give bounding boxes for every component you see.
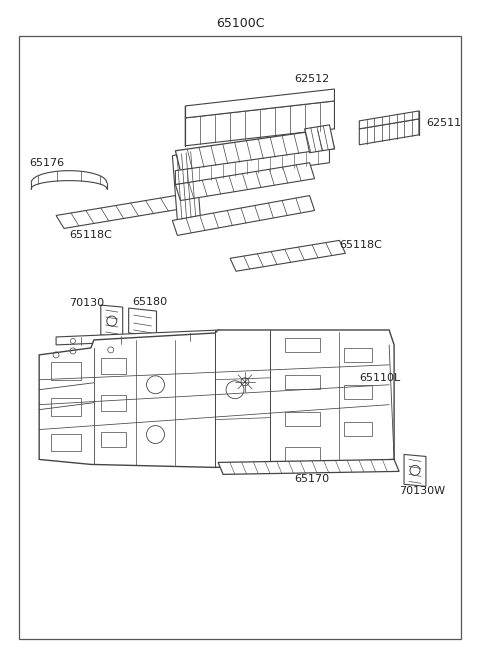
- Bar: [101, 358, 126, 374]
- Text: 65100C: 65100C: [216, 17, 264, 29]
- Text: 65176: 65176: [29, 158, 64, 168]
- Polygon shape: [172, 151, 200, 221]
- Polygon shape: [175, 149, 329, 185]
- Polygon shape: [175, 129, 335, 171]
- Text: 65170: 65170: [295, 474, 330, 484]
- Text: 62512: 62512: [295, 74, 330, 84]
- Bar: [51, 398, 81, 416]
- Polygon shape: [56, 196, 183, 229]
- Polygon shape: [172, 196, 314, 235]
- Text: 70130: 70130: [69, 298, 104, 308]
- Text: 65118C: 65118C: [339, 240, 382, 250]
- Polygon shape: [39, 330, 394, 468]
- Polygon shape: [101, 305, 123, 337]
- Polygon shape: [230, 240, 346, 271]
- Text: 65110L: 65110L: [360, 373, 400, 383]
- Bar: [101, 395, 126, 411]
- Bar: [51, 362, 81, 380]
- Bar: [285, 447, 320, 461]
- Polygon shape: [360, 119, 419, 145]
- Polygon shape: [185, 89, 335, 118]
- Polygon shape: [129, 308, 156, 336]
- Bar: [344, 384, 372, 399]
- Bar: [101, 432, 126, 447]
- Text: 65118C: 65118C: [69, 231, 112, 240]
- Bar: [344, 348, 372, 362]
- Polygon shape: [360, 111, 419, 129]
- Polygon shape: [185, 101, 335, 146]
- Bar: [51, 434, 81, 451]
- Text: 62511: 62511: [426, 118, 461, 128]
- Text: 65180: 65180: [132, 297, 168, 307]
- Polygon shape: [56, 330, 220, 345]
- Bar: [285, 375, 320, 388]
- Bar: [285, 411, 320, 426]
- Bar: [285, 338, 320, 352]
- Polygon shape: [218, 459, 399, 474]
- Polygon shape: [175, 162, 314, 200]
- Polygon shape: [404, 455, 426, 486]
- Bar: [344, 422, 372, 436]
- Text: 70130W: 70130W: [399, 486, 445, 496]
- Polygon shape: [305, 125, 335, 153]
